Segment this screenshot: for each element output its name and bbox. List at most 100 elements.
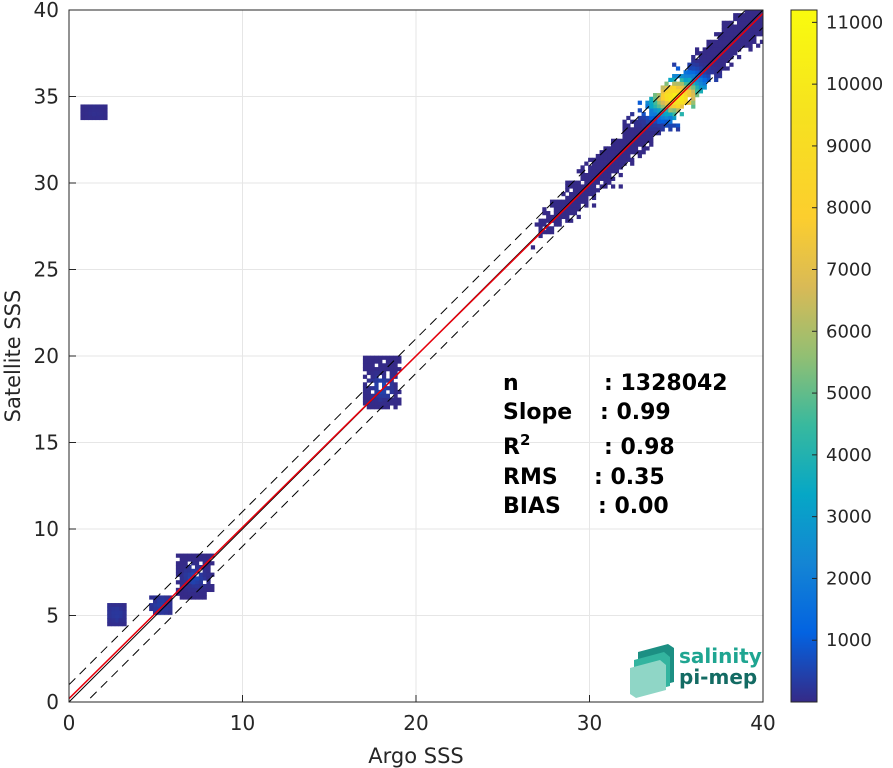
heatmap-cell	[672, 89, 677, 94]
heatmap-cell	[717, 43, 723, 48]
heatmap-cell	[91, 112, 97, 117]
heatmap-cell	[381, 382, 387, 387]
colorbar-tick-label: 3000	[826, 507, 872, 528]
heatmap-cell	[675, 127, 681, 132]
heatmap-cell	[729, 35, 734, 41]
heatmap-cell	[584, 176, 589, 181]
heatmap-cell	[122, 614, 127, 619]
heatmap-cell	[618, 142, 623, 147]
heatmap-cell	[194, 561, 200, 566]
heatmap-cell	[729, 20, 734, 25]
heatmap-cell	[672, 112, 677, 117]
heatmap-cell	[194, 568, 200, 573]
heatmap-cell	[630, 161, 635, 166]
heatmap-cell	[771, 13, 775, 17]
heatmap-cell	[149, 603, 154, 608]
heatmap-cell	[760, 6, 764, 10]
heatmap-cell	[756, 0, 760, 2]
heatmap-cell	[110, 618, 116, 623]
heatmap-cell	[756, 10, 761, 14]
heatmap-cell	[370, 401, 375, 406]
heatmap-cell	[668, 85, 673, 90]
heatmap-cell	[721, 28, 726, 33]
heatmap-cell	[210, 561, 215, 566]
heatmap-cell	[626, 115, 631, 121]
heatmap-cell	[672, 77, 677, 83]
heatmap-cell	[717, 62, 723, 67]
heatmap-cell	[198, 572, 203, 577]
heatmap-cell	[694, 77, 700, 83]
heatmap-cell	[591, 157, 597, 162]
heatmap-cell	[591, 169, 597, 174]
heatmap-cell	[710, 39, 715, 44]
heatmap-cell	[725, 39, 730, 44]
heatmap-cell	[672, 81, 677, 86]
heatmap-cell	[210, 553, 215, 558]
heatmap-cell	[729, 62, 734, 67]
heatmap-cell	[179, 591, 184, 596]
heatmap-cell	[729, 32, 734, 37]
heatmap-cell	[637, 115, 642, 121]
heatmap-cell	[95, 115, 100, 121]
heatmap-cell	[187, 553, 192, 558]
heatmap-cell	[736, 20, 742, 25]
heatmap-cell	[744, 39, 749, 44]
heatmap-cell	[580, 191, 585, 197]
heatmap-cell	[614, 157, 620, 162]
heatmap-cell	[679, 96, 684, 102]
heatmap-cell	[641, 146, 646, 151]
heatmap-cell	[546, 218, 551, 223]
heatmap-cell	[591, 161, 597, 166]
heatmap-cell	[653, 119, 658, 124]
heatmap-cell	[721, 58, 726, 63]
heatmap-cell	[549, 199, 555, 204]
heatmap-cell	[576, 203, 581, 208]
heatmap-cell	[733, 13, 738, 18]
heatmap-cell	[187, 557, 192, 562]
heatmap-cell	[736, 39, 742, 44]
heatmap-cell	[618, 165, 623, 170]
colorbar-tick-label: 11000	[826, 12, 883, 33]
heatmap-cell	[710, 43, 715, 48]
heatmap-cell	[641, 134, 646, 140]
heatmap-cell	[694, 85, 700, 90]
heatmap-cell	[202, 553, 207, 558]
heatmap-cell	[397, 367, 402, 372]
heatmap-cell	[580, 184, 585, 189]
heatmap-cell	[653, 131, 658, 136]
heatmap-cell	[656, 96, 662, 102]
heatmap-cell	[389, 386, 394, 391]
heatmap-cell	[717, 74, 723, 79]
heatmap-cell	[366, 389, 371, 395]
heatmap-cell	[549, 226, 555, 231]
heatmap-cell	[183, 564, 188, 570]
heatmap-cell	[714, 32, 719, 37]
heatmap-cell	[156, 599, 162, 604]
heatmap-cell	[80, 108, 85, 113]
colorbar-tick-label: 9000	[826, 136, 872, 157]
heatmap-cell	[725, 35, 730, 41]
heatmap-cell	[748, 6, 752, 10]
heatmap-cell	[706, 47, 711, 52]
y-tick-label: 0	[46, 690, 59, 714]
heatmap-cell	[649, 108, 654, 113]
colorbar-tick-label: 4000	[826, 445, 872, 466]
heatmap-cell	[744, 10, 749, 14]
heatmap-cell	[679, 81, 684, 86]
heatmap-cell	[114, 610, 120, 615]
heatmap-cell	[752, 28, 757, 33]
heatmap-cell	[118, 618, 123, 623]
heatmap-cell	[733, 32, 738, 37]
heatmap-cell	[603, 180, 608, 185]
heatmap-cell	[385, 401, 391, 406]
heatmap-cell	[191, 595, 196, 600]
heatmap-cell	[656, 115, 662, 121]
y-tick-label: 15	[34, 431, 59, 455]
heatmap-cell	[362, 367, 368, 372]
heatmap-cell	[595, 169, 600, 174]
heatmap-cell	[194, 595, 200, 600]
heatmap-cell	[557, 203, 562, 208]
heatmap-cell	[633, 119, 639, 124]
heatmap-cell	[694, 70, 700, 75]
